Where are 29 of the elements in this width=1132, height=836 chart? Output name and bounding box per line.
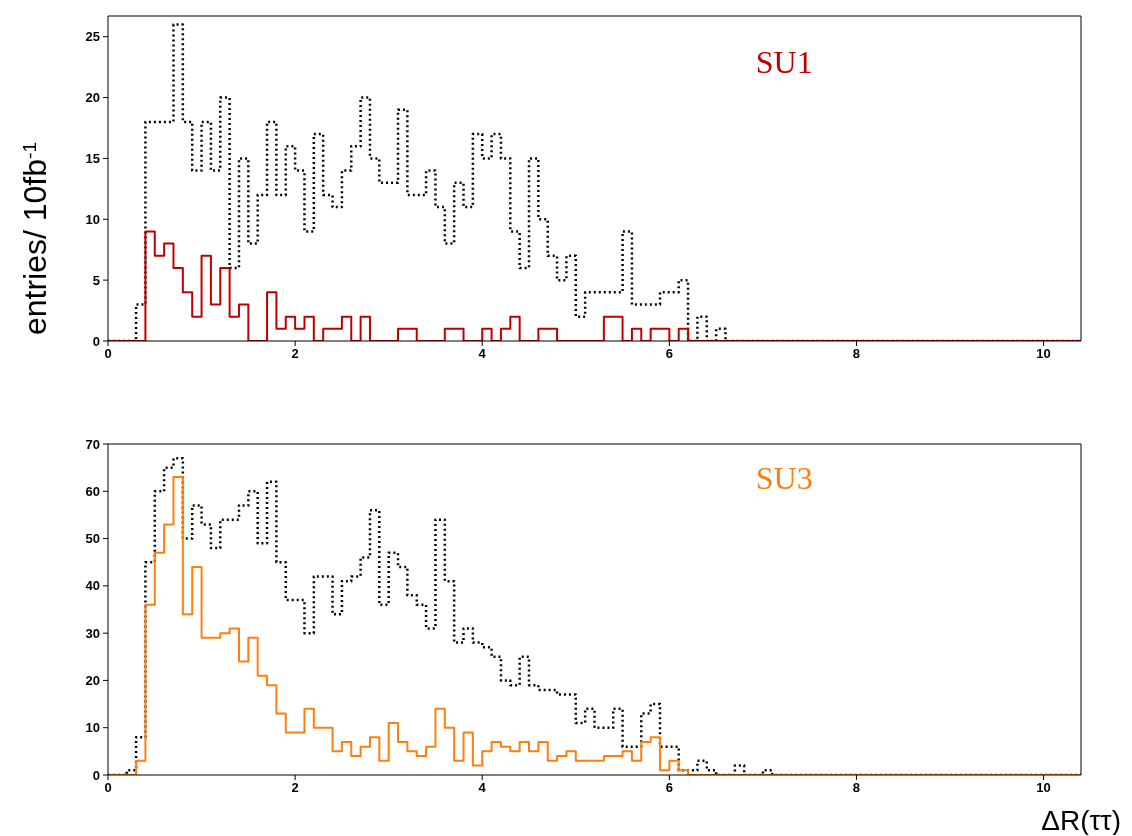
x-tick-label: 0 [104,346,112,362]
y-tick-label: 0 [92,767,100,783]
x-tick-label: 8 [852,780,861,796]
x-tick-label: 2 [291,780,299,796]
y-tick-label: 15 [85,151,100,167]
y-tick-label: 0 [92,333,100,349]
y-tick-label: 70 [85,436,100,452]
y-tick-label: 5 [92,272,100,288]
x-tick-label: 0 [104,780,112,796]
x-tick-label: 6 [665,780,673,796]
x-tick-label: 8 [852,346,861,362]
y-tick-label: 40 [85,578,100,594]
x-tick-label: 6 [665,346,673,362]
y-tick-label: 60 [85,483,100,499]
y-tick-label: 10 [85,720,100,736]
x-axis-title: ΔR(ττ) [1041,805,1121,836]
x-tick-label: 4 [478,346,487,362]
y-tick-label: 25 [85,29,100,45]
text: SU3 [755,459,813,497]
y-tick-label: 30 [85,625,100,641]
x-tick-label: 2 [291,346,299,362]
x-tick-label: 10 [1036,780,1051,796]
y-tick-label: 10 [85,211,100,227]
x-tick-label: 10 [1036,346,1051,362]
y-tick-label: 50 [85,531,100,547]
x-tick-label: 4 [478,780,487,796]
y-tick-label: 20 [85,673,100,689]
text: SU1 [755,43,813,81]
y-tick-label: 20 [85,90,100,106]
